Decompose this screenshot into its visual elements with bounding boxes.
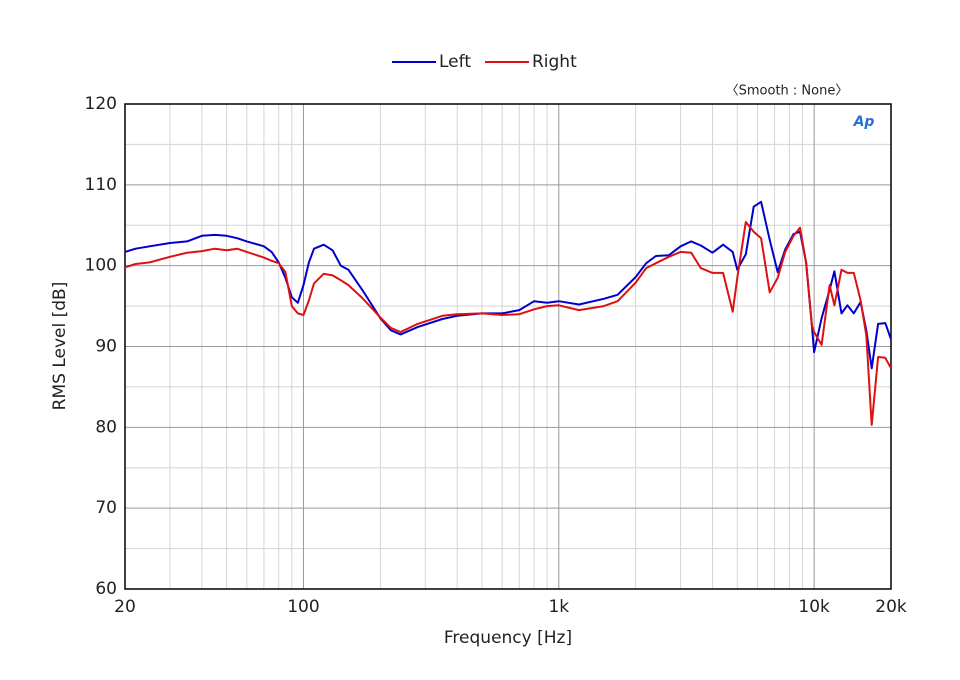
x-axis-label: Frequency [Hz] xyxy=(444,628,572,648)
legend-label: Right xyxy=(532,52,577,72)
logo: Ap xyxy=(853,114,875,130)
x-tick-label: 20k xyxy=(875,597,907,617)
y-axis-label: RMS Level [dB] xyxy=(50,282,70,411)
y-tick-label: 110 xyxy=(85,175,117,195)
series-line xyxy=(124,221,892,426)
legend-label: Left xyxy=(439,52,471,72)
y-tick-label: 80 xyxy=(95,417,117,437)
y-tick-label: 60 xyxy=(95,579,117,599)
series-line xyxy=(124,200,892,370)
x-tick-label: 100 xyxy=(287,597,319,617)
y-tick-label: 120 xyxy=(85,94,117,114)
x-tick-label: 1k xyxy=(548,597,569,617)
y-tick-label: 100 xyxy=(85,256,117,276)
plot-frame xyxy=(124,103,892,590)
annotation: 〈Smooth : None〉 xyxy=(726,84,849,99)
x-tick-label: 10k xyxy=(798,597,830,617)
y-tick-label: 70 xyxy=(95,498,117,518)
y-tick-label: 90 xyxy=(95,337,117,357)
x-tick-label: 20 xyxy=(114,597,136,617)
